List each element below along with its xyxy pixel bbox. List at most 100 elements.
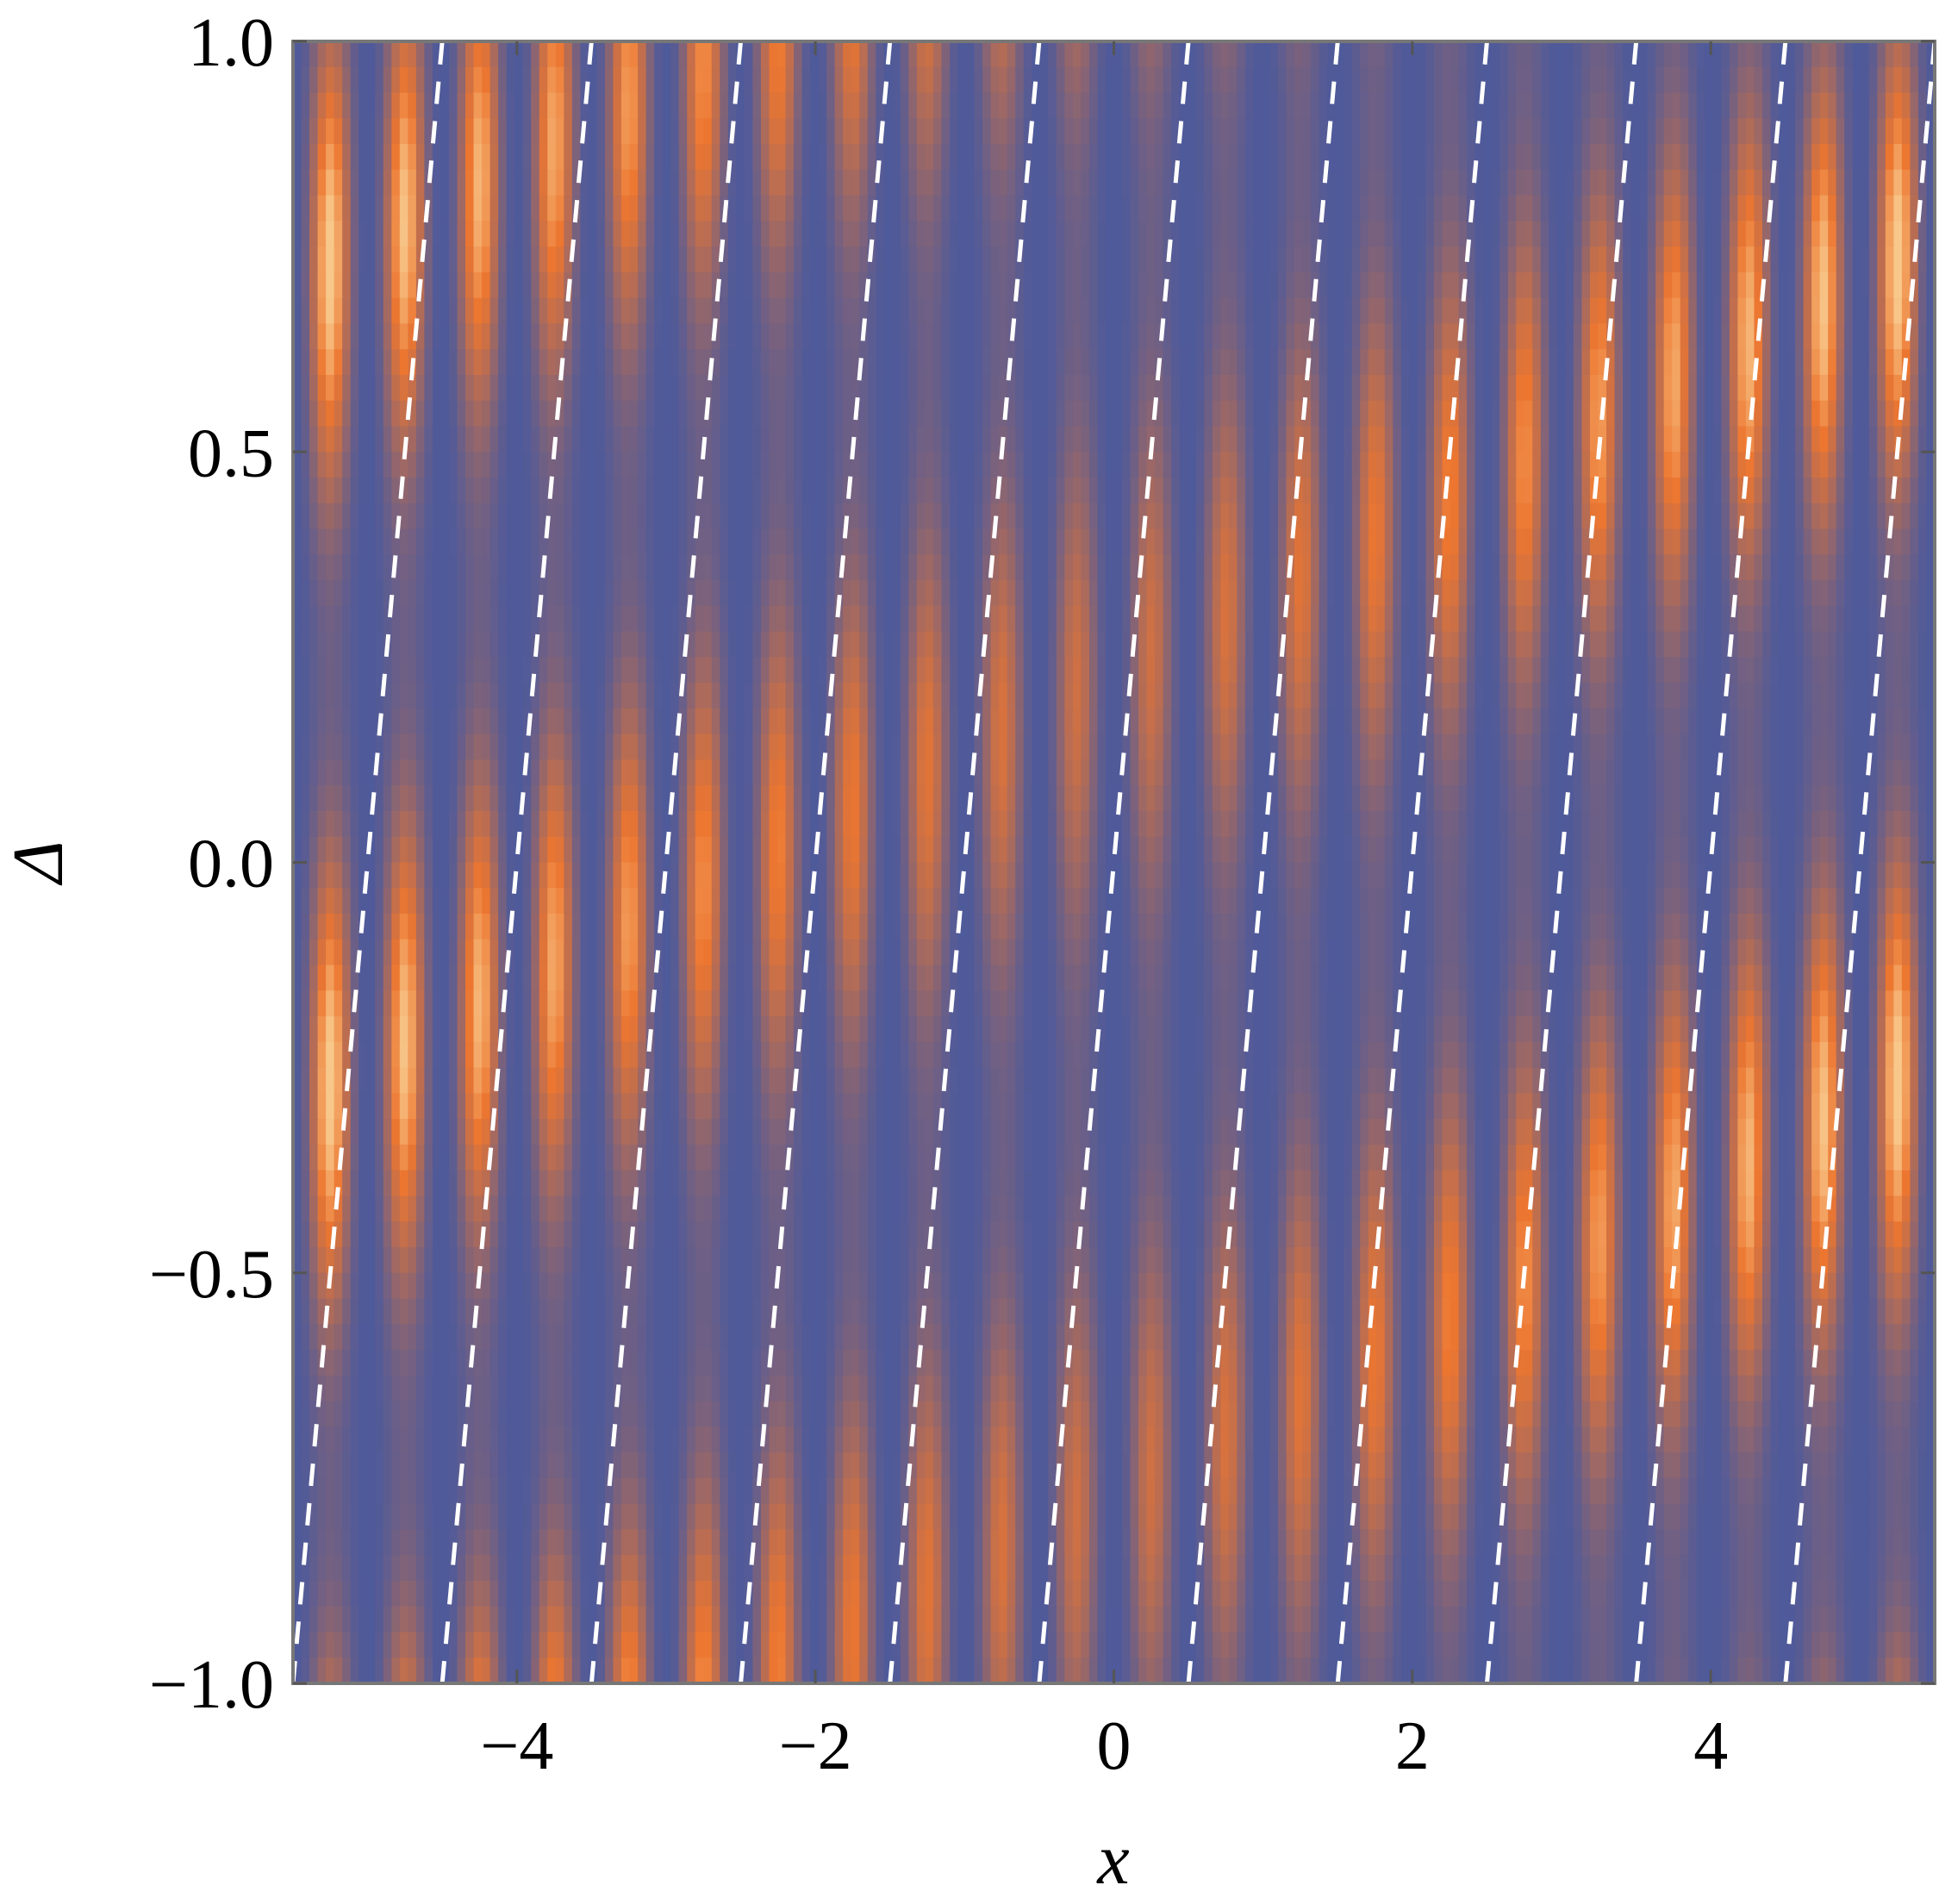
- heatmap-cell: [1237, 657, 1246, 684]
- heatmap-cell: [785, 349, 795, 376]
- heatmap-cell: [1573, 631, 1583, 659]
- heatmap-cell: [1696, 503, 1706, 530]
- heatmap-cell: [1278, 528, 1287, 556]
- heatmap-cell: [760, 528, 770, 556]
- heatmap-cell: [662, 144, 671, 171]
- heatmap-cell: [892, 554, 901, 581]
- heatmap-cell: [1335, 400, 1344, 428]
- heatmap-cell: [465, 426, 475, 453]
- heatmap-cell: [506, 657, 515, 684]
- heatmap-cell: [810, 247, 820, 273]
- heatmap-cell: [876, 92, 885, 120]
- heatmap-cell: [1836, 631, 1846, 659]
- heatmap-cell: [744, 631, 754, 659]
- heatmap-cell: [629, 426, 639, 453]
- heatmap-cell: [342, 349, 352, 376]
- heatmap-cell: [1072, 41, 1082, 68]
- heatmap-cell: [1893, 657, 1903, 684]
- heatmap-cell: [1113, 580, 1123, 607]
- heatmap-cell: [736, 426, 745, 453]
- heatmap-cell: [1705, 66, 1714, 94]
- heatmap-cell: [1188, 169, 1197, 197]
- heatmap-cell: [1647, 452, 1656, 478]
- heatmap-cell: [621, 195, 631, 222]
- heatmap-cell: [1294, 92, 1304, 120]
- heatmap-cell: [826, 221, 836, 247]
- heatmap-cell: [621, 349, 631, 376]
- heatmap-cell: [1302, 92, 1312, 120]
- heatmap-cell: [1351, 400, 1362, 428]
- heatmap-cell: [999, 349, 1008, 376]
- heatmap-cell: [1302, 66, 1312, 94]
- heatmap-cell: [925, 41, 934, 68]
- heatmap-cell: [621, 605, 631, 633]
- heatmap-cell: [916, 478, 926, 504]
- heatmap-cell: [514, 554, 524, 581]
- heatmap-cell: [801, 554, 811, 581]
- heatmap-cell: [1761, 400, 1772, 428]
- heatmap-cell: [1721, 400, 1730, 428]
- heatmap-cell: [695, 452, 705, 478]
- heatmap-cell: [1261, 66, 1271, 94]
- heatmap-cell: [1294, 400, 1304, 428]
- heatmap-cell: [1220, 580, 1230, 607]
- heatmap-cell: [1803, 41, 1812, 68]
- heatmap-cell: [1524, 118, 1534, 145]
- heatmap-cell: [448, 631, 458, 659]
- heatmap-cell: [892, 118, 901, 145]
- heatmap-cell: [1228, 118, 1238, 145]
- heatmap-cell: [752, 554, 762, 581]
- heatmap-cell: [1212, 452, 1222, 478]
- heatmap-cell: [1803, 657, 1812, 684]
- heatmap-cell: [1319, 452, 1328, 478]
- heatmap-cell: [571, 452, 582, 478]
- heatmap-cell: [999, 580, 1008, 607]
- heatmap-cell: [1770, 503, 1780, 530]
- heatmap-cell: [301, 92, 310, 120]
- heatmap-cell: [818, 41, 827, 68]
- heatmap-cell: [1105, 503, 1115, 530]
- heatmap-cell: [1598, 580, 1607, 607]
- heatmap-cell: [1565, 92, 1574, 120]
- heatmap-cell: [506, 400, 515, 428]
- heatmap-cell: [1901, 657, 1911, 684]
- heatmap-cell: [1598, 426, 1607, 453]
- heatmap-cell: [1212, 195, 1222, 222]
- heatmap-cell: [1400, 374, 1411, 402]
- heatmap-cell: [1712, 580, 1723, 607]
- heatmap-cell: [580, 323, 589, 350]
- heatmap-cell: [1598, 478, 1607, 504]
- heatmap-cell: [1926, 118, 1935, 145]
- heatmap-cell: [408, 297, 417, 325]
- heatmap-cell: [1811, 144, 1821, 171]
- heatmap-cell: [1302, 272, 1312, 299]
- heatmap-cell: [375, 349, 384, 376]
- heatmap-cell: [941, 92, 951, 120]
- heatmap-cell: [662, 118, 671, 145]
- heatmap-cell: [1680, 144, 1690, 171]
- heatmap-cell: [1786, 92, 1796, 120]
- heatmap-cell: [851, 478, 861, 504]
- heatmap-cell: [1122, 374, 1132, 402]
- heatmap-cell: [1351, 528, 1362, 556]
- heatmap-cell: [1917, 631, 1928, 659]
- heatmap-cell: [350, 169, 360, 197]
- heatmap-cell: [1007, 195, 1017, 222]
- heatmap-cell: [1269, 503, 1279, 530]
- heatmap-cell: [1655, 323, 1665, 350]
- heatmap-cell: [1442, 426, 1451, 453]
- heatmap-cell: [424, 503, 433, 530]
- heatmap-cell: [859, 349, 869, 376]
- heatmap-cell: [826, 66, 836, 94]
- heatmap-cell: [744, 272, 754, 299]
- heatmap-cell: [1327, 66, 1337, 94]
- heatmap-cell: [1220, 528, 1230, 556]
- heatmap-cell: [1779, 374, 1788, 402]
- heatmap-cell: [752, 247, 762, 273]
- heatmap-cell: [1868, 400, 1879, 428]
- heatmap-cell: [358, 452, 368, 478]
- heatmap-cell: [826, 374, 836, 402]
- heatmap-cell: [1163, 478, 1172, 504]
- heatmap-cell: [776, 195, 787, 222]
- heatmap-cell: [555, 452, 565, 478]
